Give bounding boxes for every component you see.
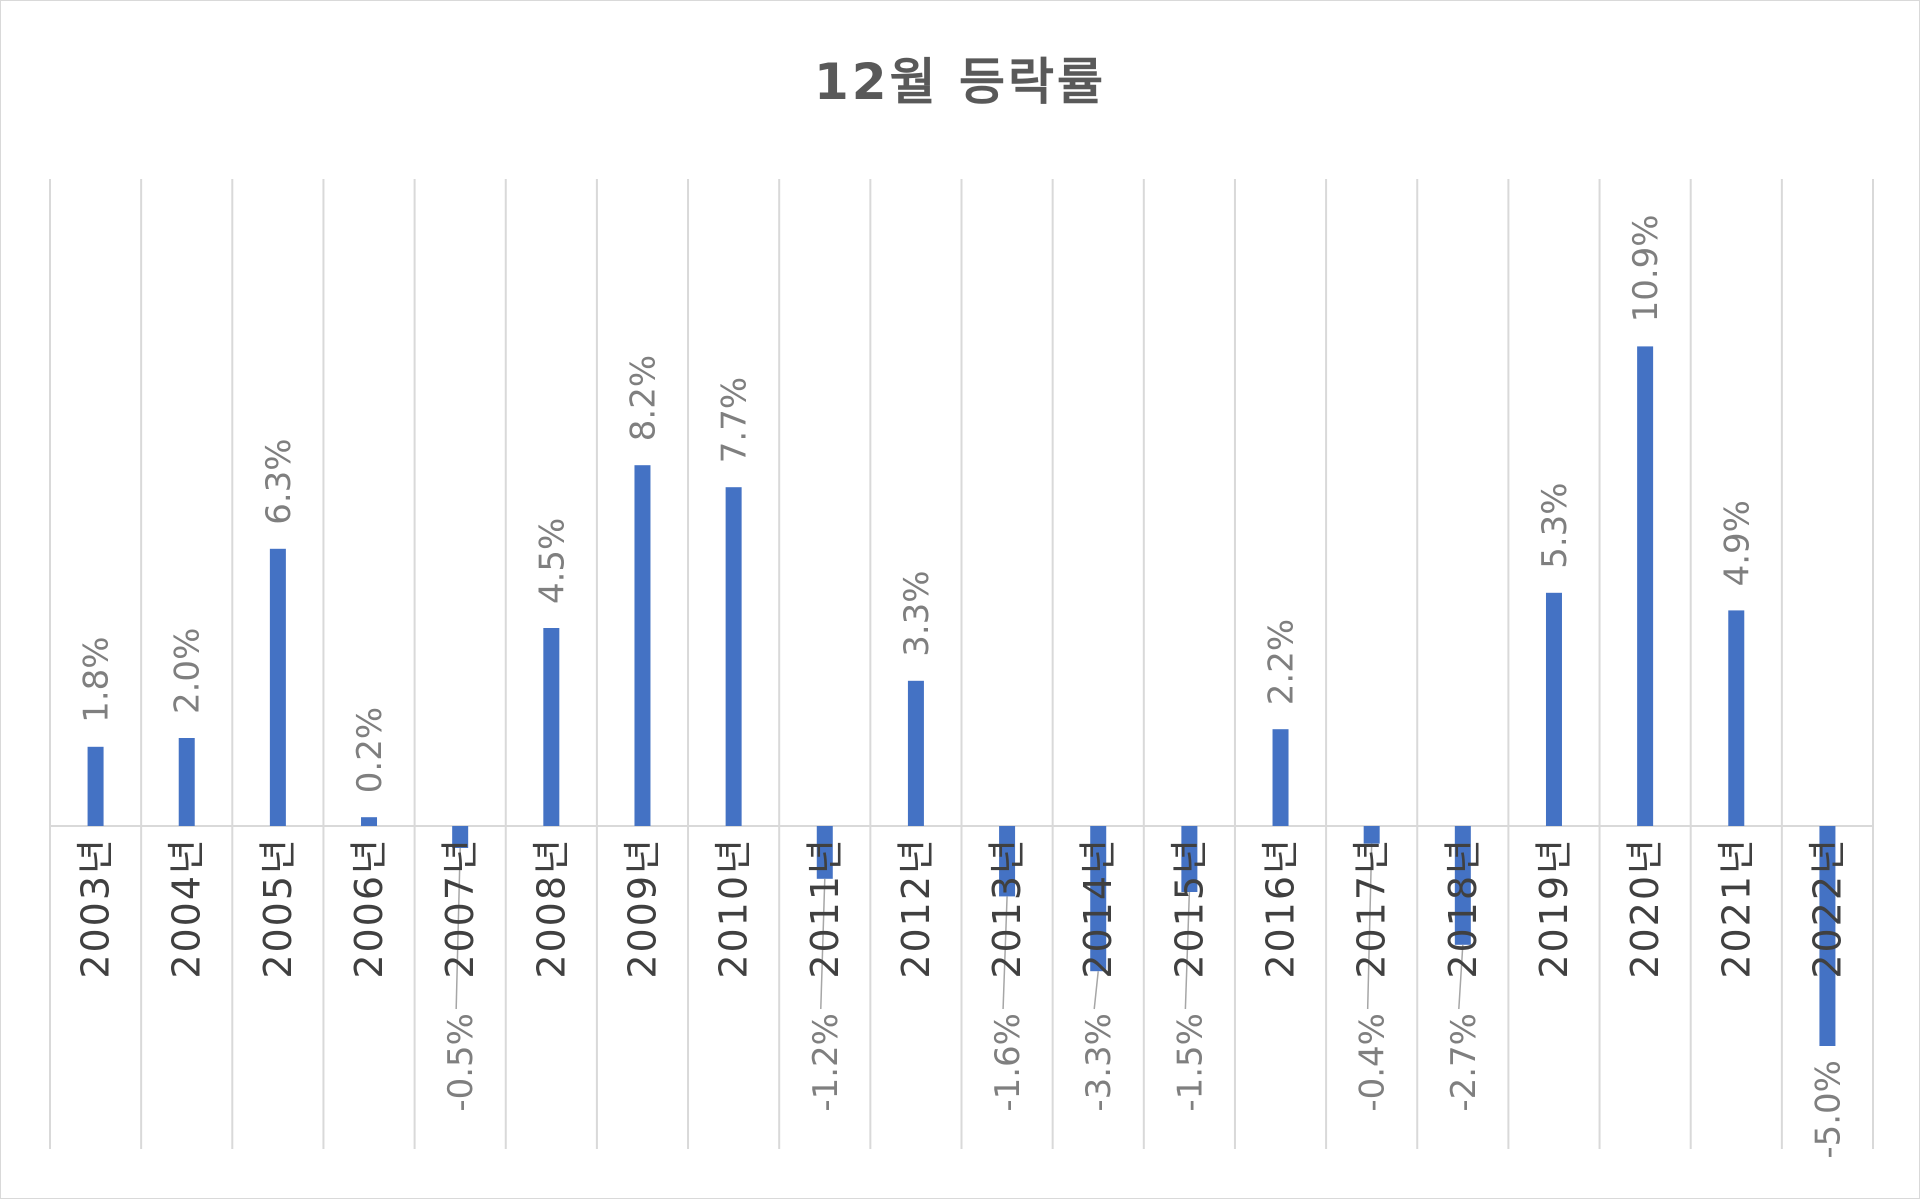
data-label: -1.6% [988,1013,1028,1112]
x-tick-label: 2022년 [1805,837,1849,979]
leader-line [820,878,826,1010]
data-label: 2.0% [168,628,208,714]
x-tick-label: 2015년 [1167,837,1211,979]
bars [87,346,1836,1046]
data-labels: 1.8% 2.0% 6.3% 0.2% -0.5% 4.5% 8.2% 7.7% -1.2% 3.… [77,214,1849,1158]
data-label: -2.7% [1444,1013,1484,1112]
x-tick-label: 2019년 [1532,837,1576,979]
bar [1272,729,1289,826]
leader-lines [455,843,1464,1010]
data-label: -5.0% [1808,1060,1848,1159]
bar [1181,826,1198,892]
x-tick-label: 2021년 [1714,837,1758,979]
bar [269,548,286,826]
x-tick-labels: 2003년 2004년 2005년 2006년 2007년 2008년 2009년 2010년… [74,837,1850,979]
x-tick-label: 2009년 [620,837,664,979]
data-label: -1.5% [1170,1013,1210,1112]
x-tick-label: 2014년 [1076,837,1120,979]
leader-line [1458,944,1464,1010]
data-label: 8.2% [623,355,663,441]
gridlines [49,179,1874,1149]
data-label: 4.9% [1717,500,1757,586]
data-label: -0.4% [1353,1013,1393,1112]
leader-line [455,847,461,1010]
data-label: -3.3% [1079,1013,1119,1112]
x-tick-label: 2016년 [1259,837,1303,979]
bar [634,465,651,826]
x-tick-label: 2011년 [803,837,847,979]
data-label: 10.9% [1626,214,1666,322]
data-label: 6.3% [259,438,299,524]
x-tick-label: 2005년 [256,837,300,979]
data-label: 7.7% [715,377,755,463]
x-tick-label: 2004년 [165,837,209,979]
bar [1454,826,1471,945]
x-tick-label: 2006년 [347,837,391,979]
bar [999,826,1016,897]
bar [816,826,833,879]
bar [452,826,469,848]
bar [1363,826,1380,844]
data-label: 5.3% [1535,482,1575,568]
data-label: 0.2% [350,707,390,793]
x-tick-label: 2012년 [894,837,938,979]
x-tick-label: 2013년 [985,837,1029,979]
leader-line [1002,896,1008,1010]
chart-title: 12월 등락률 [814,53,1106,111]
x-tick-label: 2007년 [438,837,482,979]
bar [907,680,924,826]
leader-line [1093,971,1099,1010]
data-label: -1.2% [806,1013,846,1112]
data-label: 2.2% [1262,619,1302,705]
bar [1090,826,1107,972]
bar [361,817,378,826]
data-label: 1.8% [77,636,117,722]
bar [1728,610,1745,826]
bar [543,628,560,826]
x-tick-label: 2017년 [1350,837,1394,979]
leader-line [1366,843,1373,1010]
bar [87,746,104,826]
data-label: -0.5% [441,1013,481,1112]
bar [1819,826,1836,1046]
x-tick-label: 2010년 [712,837,756,979]
x-tick-label: 2020년 [1623,837,1667,979]
data-label: 3.3% [897,570,937,656]
leader-line [1184,891,1191,1010]
data-label: 4.5% [532,518,572,604]
bar [725,487,742,826]
x-tick-label: 2003년 [74,837,118,979]
x-tick-label: 2008년 [529,837,573,979]
bar [1545,592,1562,826]
x-tick-label: 2018년 [1441,837,1485,979]
bar [1637,346,1654,826]
bar [178,738,195,826]
